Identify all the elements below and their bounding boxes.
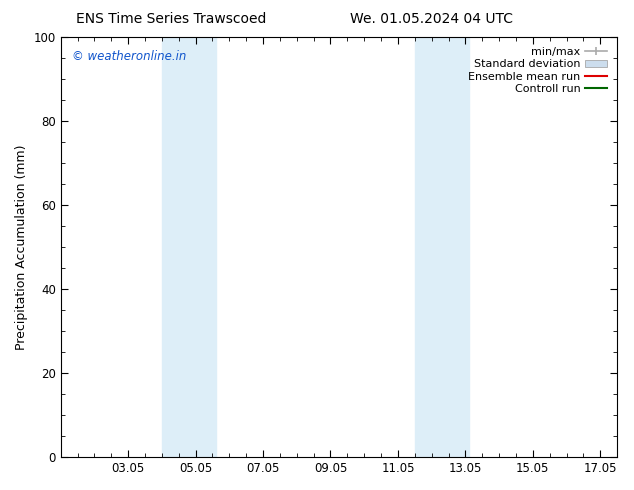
Bar — [415, 37, 469, 457]
Text: ENS Time Series Trawscoed: ENS Time Series Trawscoed — [76, 12, 266, 26]
Bar — [162, 37, 216, 457]
Text: © weatheronline.in: © weatheronline.in — [72, 50, 186, 63]
Y-axis label: Precipitation Accumulation (mm): Precipitation Accumulation (mm) — [15, 145, 28, 350]
Text: We. 01.05.2024 04 UTC: We. 01.05.2024 04 UTC — [349, 12, 513, 26]
Legend: min/max, Standard deviation, Ensemble mean run, Controll run: min/max, Standard deviation, Ensemble me… — [464, 43, 612, 98]
